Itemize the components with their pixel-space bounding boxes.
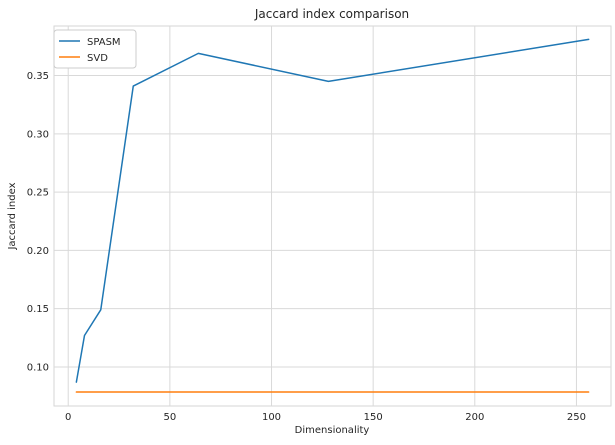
data-point-svd — [75, 391, 77, 393]
series-layer — [75, 38, 590, 393]
y-axis-label: Jaccard index — [7, 182, 18, 250]
data-point-svd — [84, 391, 86, 393]
plot-area — [53, 25, 612, 407]
y-tick-label: 0.30 — [27, 129, 49, 140]
legend-label-spasm: SPASM — [87, 37, 121, 48]
y-tick-label: 0.15 — [27, 304, 49, 315]
data-point-spasm — [75, 381, 77, 383]
grid — [54, 26, 611, 406]
y-axis-ticks: 0.10 0.15 0.20 0.25 0.30 0.35 — [27, 71, 49, 373]
x-tick-label: 0 — [65, 412, 71, 423]
chart-title: Jaccard index comparison — [254, 7, 409, 21]
legend-label-svd: SVD — [87, 53, 108, 64]
series-line-spasm — [75, 38, 590, 383]
y-tick-label: 0.25 — [27, 188, 49, 199]
data-point-spasm — [100, 309, 102, 311]
x-tick-label: 50 — [164, 412, 177, 423]
y-tick-label: 0.20 — [27, 246, 49, 257]
data-point-svd — [132, 391, 134, 393]
data-point-svd — [588, 391, 590, 393]
data-point-spasm — [588, 39, 590, 41]
data-point-spasm — [328, 80, 330, 82]
data-point-svd — [100, 391, 102, 393]
x-tick-label: 100 — [262, 412, 281, 423]
data-point-svd — [197, 391, 199, 393]
x-axis-ticks: 0 50 100 150 200 250 — [65, 412, 586, 423]
x-tick-label: 200 — [465, 412, 484, 423]
data-point-spasm — [84, 335, 86, 337]
legend-box — [53, 29, 137, 69]
x-tick-label: 150 — [364, 412, 383, 423]
data-point-spasm — [197, 52, 199, 54]
data-point-spasm — [132, 85, 134, 87]
x-tick-label: 250 — [567, 412, 586, 423]
y-tick-label: 0.35 — [27, 71, 49, 82]
y-tick-label: 0.10 — [27, 362, 49, 373]
legend: SPASM SVD — [53, 29, 137, 69]
x-axis-label: Dimensionality — [295, 425, 370, 436]
data-point-svd — [328, 391, 330, 393]
